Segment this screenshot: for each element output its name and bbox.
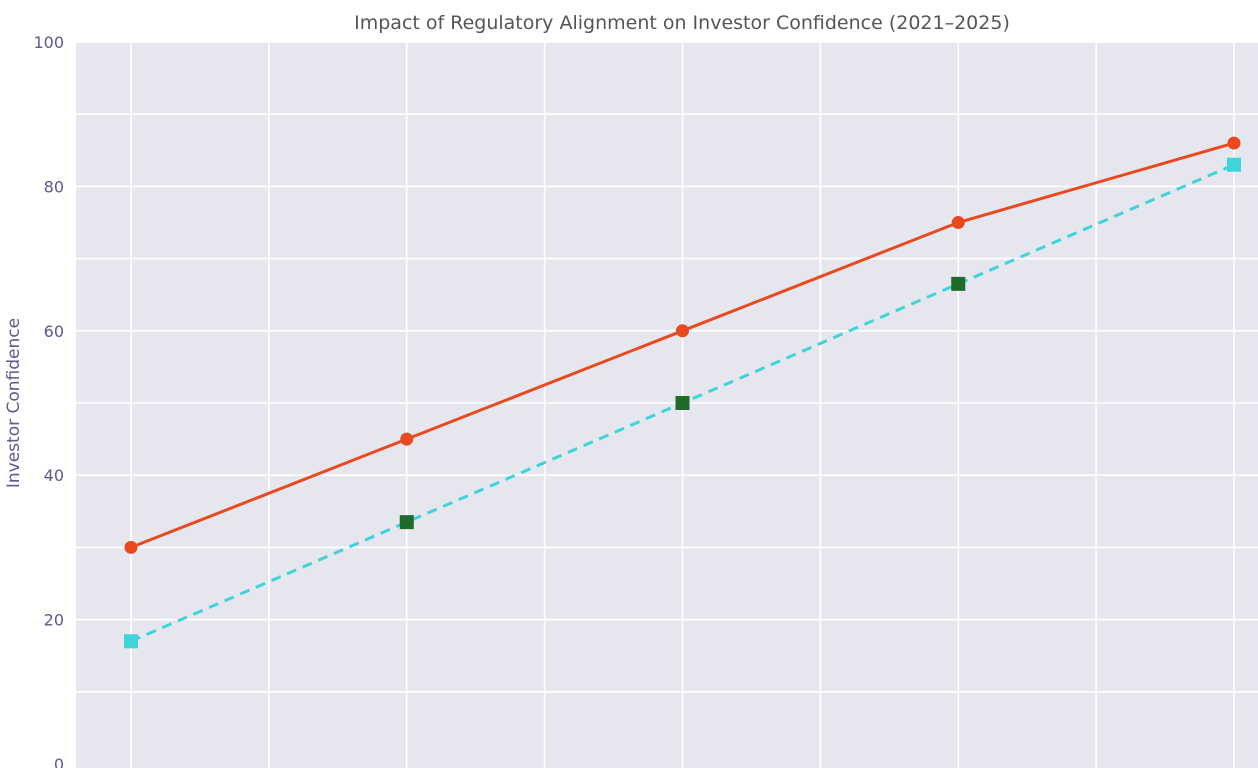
y-tick-label: 80 (44, 177, 64, 196)
series-1-point (124, 540, 138, 554)
y-tick-label: 20 (44, 611, 64, 630)
series-layer (124, 136, 1241, 649)
chart-title: Impact of Regulatory Alignment on Invest… (354, 12, 1010, 34)
series-1-point (951, 216, 965, 229)
series-2-point (1227, 157, 1241, 172)
plot-background (76, 42, 1258, 768)
y-tick-label: 60 (44, 322, 64, 341)
series-1-point (676, 324, 689, 338)
series-2-point (399, 515, 414, 530)
series-2-point (675, 396, 690, 410)
y-tick-label: 40 (44, 466, 64, 485)
y-tick-labels: 0 20 40 60 80 100 (33, 33, 64, 768)
series-1-point (400, 432, 414, 446)
series-2-point (124, 634, 138, 649)
series-1-point (1227, 136, 1241, 150)
y-tick-label: 0 (54, 755, 64, 768)
y-tick-label: 100 (33, 33, 64, 52)
grid (76, 41, 1258, 768)
y-axis-label: Investor Confidence (4, 318, 24, 488)
series-2-point (951, 276, 966, 291)
